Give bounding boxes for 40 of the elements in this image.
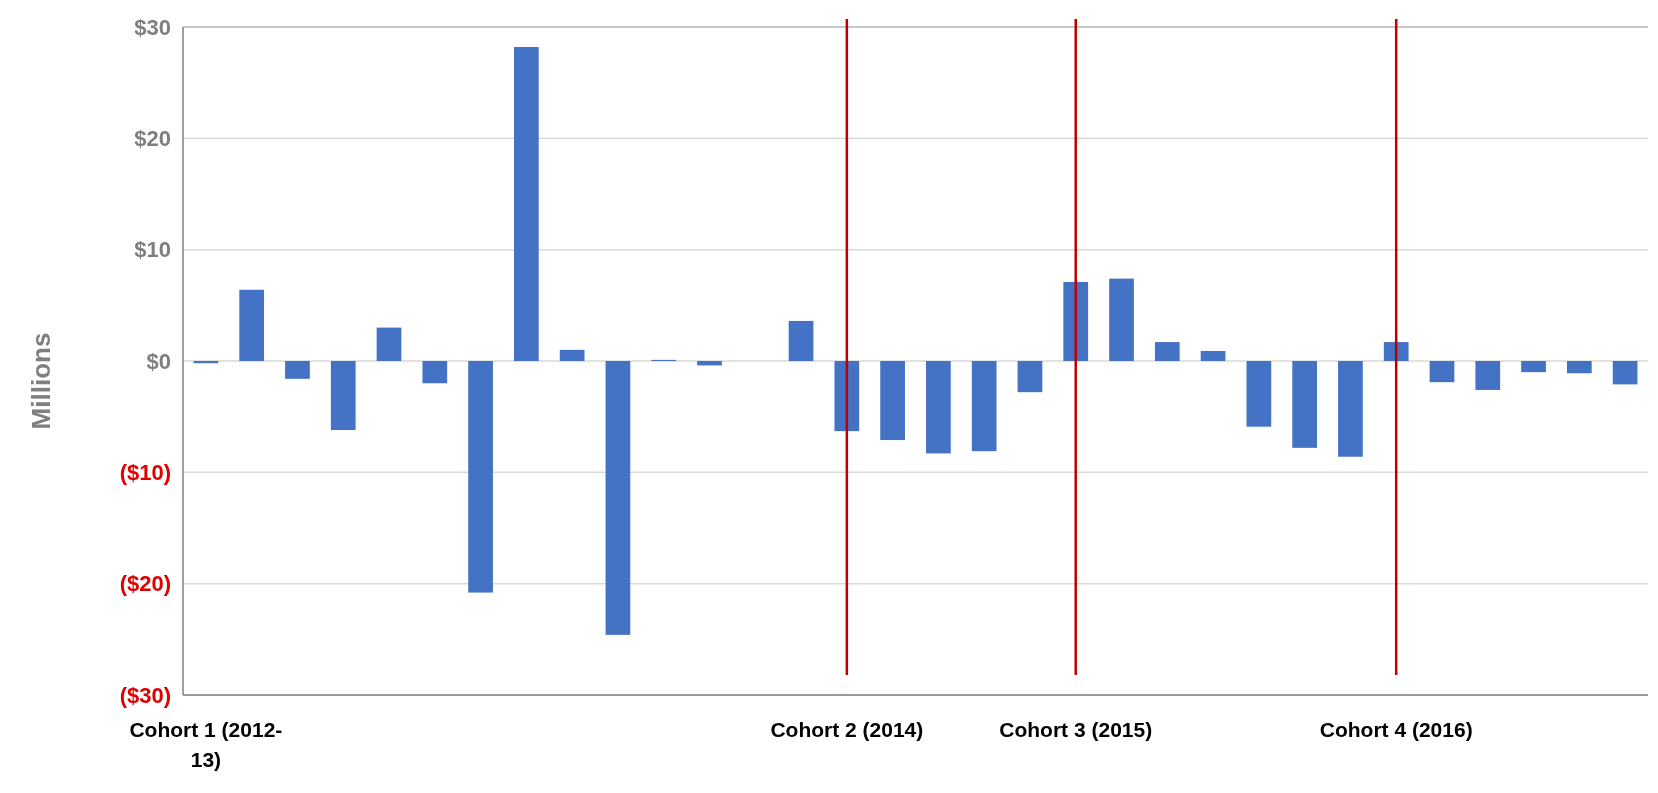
bar <box>788 320 814 361</box>
bar <box>1154 342 1180 361</box>
y-tick-label: $10 <box>134 237 171 263</box>
bar <box>1383 342 1409 361</box>
bar <box>834 361 860 432</box>
bar <box>330 361 356 431</box>
x-tick-label: Cohort 3 (2015) <box>999 718 1153 741</box>
y-tick-label: $0 <box>146 348 171 374</box>
y-tick-label: ($10) <box>119 460 171 486</box>
bar <box>559 349 585 361</box>
bar <box>1612 361 1638 385</box>
bar <box>605 361 631 635</box>
y-tick-label: ($20) <box>119 571 171 597</box>
bar <box>880 361 905 441</box>
bar <box>376 327 402 361</box>
x-tick-label: Cohort 2 (2014) <box>770 718 924 741</box>
bar <box>239 289 265 361</box>
bar <box>1475 361 1501 390</box>
bar <box>1338 361 1363 457</box>
bar <box>1200 350 1226 361</box>
bar <box>971 361 997 452</box>
bar <box>514 47 539 361</box>
bar <box>1521 361 1546 373</box>
bar <box>1246 361 1272 427</box>
y-tick-label: $20 <box>134 126 171 152</box>
bar <box>468 361 493 593</box>
bar <box>1566 361 1592 374</box>
y-tick-label: ($30) <box>119 682 171 708</box>
y-axis-title: Millions <box>26 332 56 430</box>
bar <box>697 361 722 366</box>
bar <box>1017 361 1043 393</box>
bar <box>1292 361 1317 448</box>
bar <box>1429 361 1455 383</box>
bar <box>1109 278 1134 361</box>
bar <box>926 361 951 454</box>
y-tick-label: $30 <box>134 14 171 40</box>
x-tick-label: Cohort 1 (2012-13) <box>129 718 283 771</box>
x-tick-label: Cohort 4 (2016) <box>1319 718 1473 741</box>
bar <box>422 361 448 384</box>
bar <box>285 361 310 379</box>
